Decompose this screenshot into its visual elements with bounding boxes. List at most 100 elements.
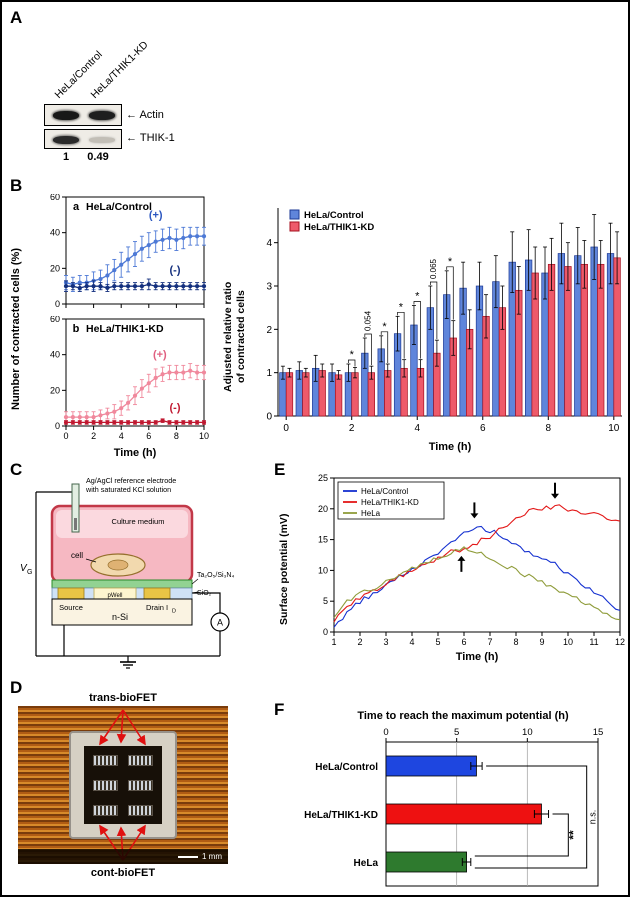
svg-text:60: 60 xyxy=(50,316,60,324)
culture-medium-label: Culture medium xyxy=(112,517,165,526)
svg-text:3: 3 xyxy=(266,282,272,293)
svg-text:4: 4 xyxy=(266,238,272,249)
svg-text:4: 4 xyxy=(414,423,420,434)
oxide-label: SiO₂ xyxy=(197,590,212,597)
nsi-substrate xyxy=(51,598,193,626)
svg-text:(+): (+) xyxy=(153,349,167,361)
svg-text:*: * xyxy=(448,256,453,268)
svg-text:HeLa/Control: HeLa/Control xyxy=(361,487,408,496)
source-label: Source xyxy=(59,603,83,612)
svg-text:(-): (-) xyxy=(170,402,181,414)
chart-contracted-cells-control: 0 20 40 60 a HeLa/Control(+) (-) xyxy=(50,194,207,309)
chip-die xyxy=(84,746,162,824)
svg-text:6: 6 xyxy=(461,637,466,647)
svg-text:3: 3 xyxy=(383,637,388,647)
svg-text:*: * xyxy=(350,349,355,361)
panel-label-c: C xyxy=(10,460,23,479)
chart-contracted-cells-thik1kd: 0 20 40 60 0 2 4 6 8 10 b HeLa/THIK1-KD (+) (-) Time (… xyxy=(50,316,209,459)
svg-text:0: 0 xyxy=(55,421,60,431)
thik1-label: THIK-1 xyxy=(139,132,175,144)
trans-biofet-label: trans-bioFET xyxy=(89,692,157,704)
svg-text:8: 8 xyxy=(546,423,552,434)
panel-label-b: B xyxy=(10,176,23,195)
svg-text:0: 0 xyxy=(283,423,289,434)
quant-thik1kd: 0.49 xyxy=(87,151,109,163)
actin-band-thik1kd xyxy=(89,111,115,120)
svg-text:40: 40 xyxy=(50,228,60,238)
left-arrow-icon: ← xyxy=(126,132,137,144)
svg-text:5: 5 xyxy=(323,596,328,606)
panel-e-ylabel: Surface potential (mV) xyxy=(278,513,290,625)
scale-bar-label: 1 mm xyxy=(202,852,222,861)
svg-text:2: 2 xyxy=(91,431,96,441)
svg-text:60: 60 xyxy=(50,194,60,202)
panel-label-f: F xyxy=(274,700,285,719)
svg-text:2: 2 xyxy=(266,325,272,336)
svg-text:20: 20 xyxy=(318,504,328,514)
panel-label-e: E xyxy=(274,460,286,479)
gate-layer-label: Ta₂O₅/Si₃N₄ xyxy=(197,572,234,579)
svg-text:Time (h): Time (h) xyxy=(114,447,157,459)
svg-text:Time (h): Time (h) xyxy=(429,441,472,453)
svg-text:Time (h): Time (h) xyxy=(456,651,499,663)
svg-text:25: 25 xyxy=(318,473,328,483)
drain-label: Drain I xyxy=(146,603,168,612)
svg-text:11: 11 xyxy=(589,637,598,647)
chip-photo-panel: trans-bioFET xyxy=(18,692,228,892)
fet-array xyxy=(93,805,118,816)
thik1-band-control xyxy=(53,136,79,144)
svg-text:5: 5 xyxy=(435,637,440,647)
fet-array xyxy=(128,755,153,766)
chip-arrows xyxy=(99,709,146,861)
svg-text:12: 12 xyxy=(615,637,625,647)
svg-text:HeLa: HeLa xyxy=(354,858,379,869)
svg-text:HeLa/THIK1-KD: HeLa/THIK1-KD xyxy=(361,498,419,507)
svg-text:20: 20 xyxy=(50,385,60,395)
actin-band-control xyxy=(53,111,79,120)
panel-c-ylabel-line1: Adjusted relative ratio xyxy=(222,281,234,393)
pwell-label: pWell xyxy=(108,593,123,599)
svg-text:0.054: 0.054 xyxy=(364,310,373,331)
gate-dielectric-layer xyxy=(51,579,193,589)
svg-text:9: 9 xyxy=(539,637,544,647)
svg-text:*: * xyxy=(399,301,404,313)
svg-text:HeLa: HeLa xyxy=(361,509,381,518)
lane-label-thik1kd: HeLa/THIK1-KD xyxy=(88,38,151,101)
svg-text:0: 0 xyxy=(323,627,328,637)
left-arrow-icon: ← xyxy=(126,109,137,121)
vg-sub-label: G xyxy=(27,569,32,576)
blot-thik1 xyxy=(44,129,122,149)
svg-text:0: 0 xyxy=(383,727,388,738)
drain-sub-label: D xyxy=(172,609,176,615)
svg-text:15: 15 xyxy=(318,535,328,545)
ammeter-label: A xyxy=(217,618,223,628)
svg-text:1: 1 xyxy=(266,368,272,379)
svg-text:*: * xyxy=(415,291,420,303)
cell-label: cell xyxy=(71,551,83,560)
svg-text:HeLa/THIK1-KD: HeLa/THIK1-KD xyxy=(86,323,164,335)
blot-actin xyxy=(44,104,122,126)
svg-text:10: 10 xyxy=(563,637,573,647)
svg-text:20: 20 xyxy=(50,263,60,273)
scale-bar: 1 mm xyxy=(18,849,228,864)
svg-text:(+): (+) xyxy=(149,209,163,221)
svg-text:5: 5 xyxy=(454,727,459,738)
panel-c-ylabel-line2: of contracted cells xyxy=(235,290,247,384)
actin-label: Actin xyxy=(139,109,164,121)
panel-label-a: A xyxy=(10,8,23,27)
svg-text:8: 8 xyxy=(174,431,179,441)
svg-text:0: 0 xyxy=(55,299,60,309)
svg-text:1: 1 xyxy=(331,637,336,647)
svg-text:HeLa/Control: HeLa/Control xyxy=(304,210,364,221)
svg-text:40: 40 xyxy=(50,350,60,360)
thik1-pointer: ← THIK-1 xyxy=(126,132,175,144)
fet-array xyxy=(128,780,153,791)
fet-array xyxy=(128,805,153,816)
svg-text:6: 6 xyxy=(480,423,486,434)
svg-text:*: * xyxy=(382,321,387,333)
svg-text:HeLa/THIK1-KD: HeLa/THIK1-KD xyxy=(304,810,378,821)
quant-control: 1 xyxy=(62,151,70,163)
biofet-schematic: Ag/AgCl reference electrode with saturat… xyxy=(20,476,234,669)
chart-time-to-max: 0 5 10 15 HeLa/Control HeLa/THIK1-KD HeLa n.s. *… xyxy=(304,727,603,887)
panel-f-title: Time to reach the maximum potential (h) xyxy=(357,710,569,722)
